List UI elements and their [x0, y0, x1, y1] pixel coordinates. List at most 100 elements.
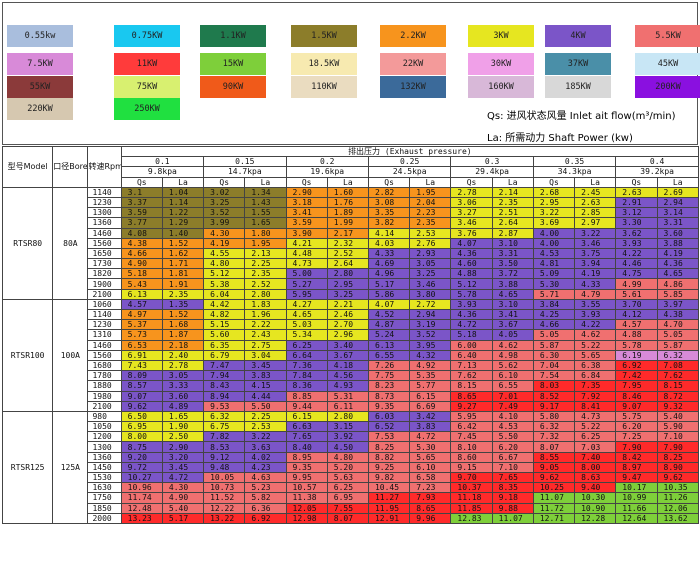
la-value: 3.45 [244, 359, 287, 372]
la-value: 5.85 [656, 288, 699, 300]
qs-value: 8.94 [203, 390, 246, 402]
rpm-value: 1230 [87, 319, 122, 331]
qs-value: 3.25 [203, 196, 246, 209]
la-value: 3.52 [409, 329, 452, 341]
qs-value: 5.03 [285, 319, 328, 331]
qs-value: 9.27 [450, 400, 493, 412]
la-value: 1.34 [244, 186, 287, 198]
la-value: 3.15 [326, 421, 369, 433]
la-value: 4.19 [656, 247, 699, 260]
header-exhaust: 排出压力 (Exhaust pressure) [120, 145, 700, 158]
la-value: 1.76 [326, 196, 369, 209]
qs-value: 11.74 [120, 492, 163, 504]
qs-value: 3.1 [120, 186, 163, 198]
qs-value: 4.90 [120, 258, 163, 270]
qs-value: 4.80 [203, 258, 246, 270]
la-value: 5.31 [326, 390, 369, 402]
la-value: 4.05 [491, 329, 534, 341]
qs-value: 4.48 [285, 247, 328, 260]
qs-value: 9.12 [203, 451, 246, 463]
la-value: 2.90 [161, 441, 205, 453]
qs-value: 5.73 [120, 329, 163, 341]
la-value: 3.05 [409, 258, 452, 270]
header-pressure-kpa: 9.8kpa [120, 166, 205, 178]
qs-value: 3.02 [203, 186, 246, 198]
la-value: 6.95 [326, 492, 369, 504]
qs-value: 10.17 [615, 482, 658, 494]
header-model: 型号Model [1, 146, 54, 188]
qs-value: 4.00 [532, 227, 576, 239]
qs-value: 9.48 [203, 461, 246, 474]
la-value: 2.43 [244, 329, 287, 341]
la-value: 7.92 [574, 390, 617, 402]
qs-value: 8.57 [120, 380, 163, 392]
la-value: 5.50 [244, 400, 287, 412]
la-value: 12.06 [656, 502, 699, 514]
qs-value: 8.10 [450, 441, 493, 453]
la-value: 1.14 [161, 196, 205, 209]
la-value: 6.32 [656, 349, 699, 361]
qs-value: 6.20 [615, 421, 658, 433]
qs-value: 5.43 [120, 278, 163, 290]
la-value: 2.78 [161, 359, 205, 372]
la-value: 4.98 [491, 349, 534, 361]
qs-value: 8.36 [285, 380, 328, 392]
la-value: 2.18 [161, 339, 205, 351]
qs-value: 5.60 [203, 329, 246, 341]
la-value: 3.25 [409, 268, 452, 280]
la-value: 5.62 [491, 359, 534, 372]
qs-value: 8.60 [450, 451, 493, 463]
la-value: 2.94 [409, 308, 452, 321]
la-value: 5.77 [409, 380, 452, 392]
la-value: 5.20 [326, 461, 369, 474]
rpm-value: 1560 [87, 237, 122, 249]
qs-value: 10.05 [203, 471, 246, 484]
legend-note: Qs: 进风状态风量 Inlet ait flow(m³/min) [487, 111, 676, 122]
la-value: 2.80 [326, 410, 369, 423]
qs-value: 11.66 [615, 502, 658, 514]
la-value: 2.70 [326, 319, 369, 331]
la-value: 3.42 [409, 410, 452, 423]
qs-value: 3.99 [203, 217, 246, 229]
qs-value: 9.07 [615, 400, 658, 412]
rpm-value: 1460 [87, 227, 122, 239]
qs-value: 9.62 [532, 471, 576, 484]
qs-value: 4.88 [615, 329, 658, 341]
legend-swatch: 0.55kw [7, 25, 73, 47]
la-value: 11.07 [491, 512, 534, 524]
la-value: 6.25 [326, 482, 369, 494]
rpm-value: 1200 [87, 431, 122, 443]
la-value: 8.63 [574, 471, 617, 484]
la-value: 8.90 [656, 461, 699, 474]
qs-value: 6.42 [450, 421, 493, 433]
qs-value: 9.53 [203, 400, 246, 412]
qs-value: 6.55 [367, 349, 411, 361]
rpm-value: 1450 [87, 461, 122, 474]
bore-size: 125A [52, 410, 89, 524]
qs-value: 5.15 [203, 319, 246, 331]
la-value: 1.89 [326, 207, 369, 219]
la-value: 2.76 [409, 237, 452, 249]
qs-value: 3.93 [450, 298, 493, 311]
la-value: 2.95 [326, 278, 369, 290]
qs-value: 2.82 [367, 186, 411, 198]
power-legend: 0.55kw 0.75KW 1.1KW 1.5KW 2.2KW 3KW 4KW 5.5KW 7.… [2, 2, 700, 145]
la-value: 10.90 [574, 502, 617, 514]
la-value: 6.36 [244, 502, 287, 514]
la-value: 5.22 [574, 339, 617, 351]
qs-value: 3.18 [285, 196, 328, 209]
la-value: 5.35 [409, 370, 452, 382]
qs-value: 6.63 [285, 421, 328, 433]
qs-value: 9.72 [120, 461, 163, 474]
qs-value: 4.81 [532, 258, 576, 270]
la-value: 3.05 [161, 370, 205, 382]
qs-value: 7.43 [120, 359, 163, 372]
header-pressure-kpa: 34.3kpa [532, 166, 617, 178]
la-value: 4.70 [656, 319, 699, 331]
la-value: 7.90 [656, 441, 699, 453]
la-value: 6.55 [491, 380, 534, 392]
qs-value: 8.23 [367, 380, 411, 392]
qs-value: 13.22 [203, 512, 246, 524]
header-la: La [161, 176, 205, 188]
la-value: 5.82 [244, 492, 287, 504]
